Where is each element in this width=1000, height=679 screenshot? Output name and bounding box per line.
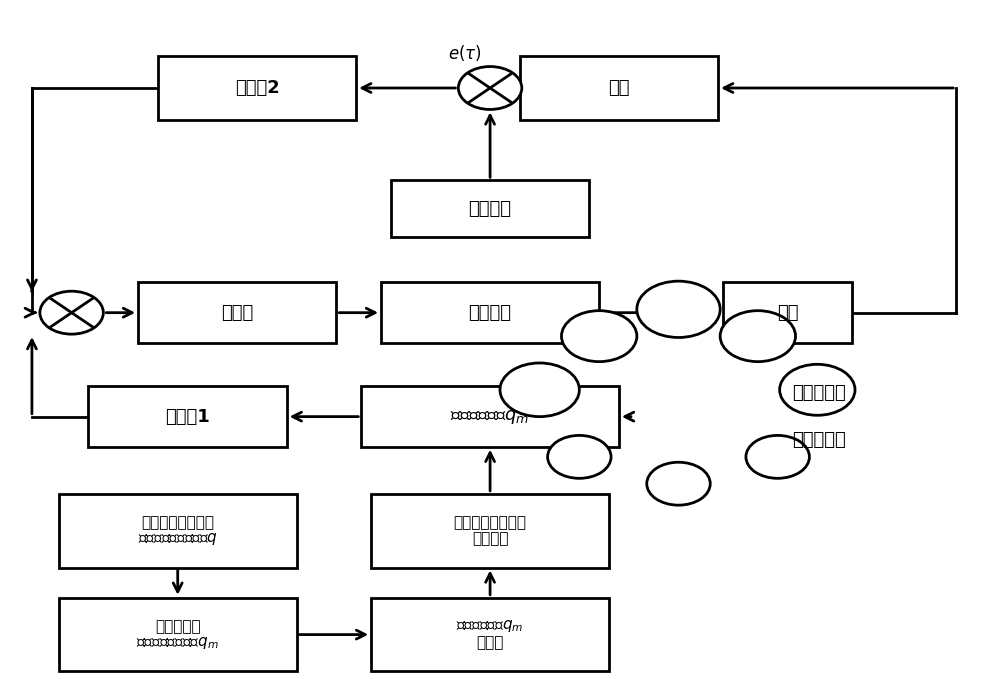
Text: $e(\tau)$: $e(\tau)$ [448,43,482,63]
Text: 神经网络训练获得: 神经网络训练获得 [454,515,527,530]
Ellipse shape [561,311,637,362]
Bar [361,386,619,447]
Bar [158,56,356,120]
Circle shape [458,67,522,109]
Bar [381,282,599,343]
Bar [371,494,609,568]
Ellipse shape [647,462,710,505]
Ellipse shape [780,365,855,416]
Text: 设定温度: 设定温度 [469,200,512,218]
Ellipse shape [637,281,720,337]
Text: 控制器1: 控制器1 [165,407,210,426]
Circle shape [40,291,103,334]
Bar [520,56,718,120]
Bar [723,282,852,343]
Bar [59,598,297,672]
Text: 获取吸热器热流密度$q$: 获取吸热器热流密度$q$ [138,531,218,547]
Bar [391,180,589,237]
Ellipse shape [746,435,809,478]
Text: 有限容积法: 有限容积法 [155,619,201,634]
Text: 输出: 输出 [777,304,798,322]
Text: 获取对应质量流量$q_m$: 获取对应质量流量$q_m$ [136,635,219,651]
Bar [371,598,609,672]
Text: 控制器2: 控制器2 [235,79,279,97]
Text: 蒙特卡罗光线追踪: 蒙特卡罗光线追踪 [141,515,214,530]
Bar [138,282,336,343]
Text: 太阳能扰动: 太阳能扰动 [793,431,846,449]
Bar [88,386,287,447]
Text: 不同工况下的$q_m$: 不同工况下的$q_m$ [456,618,524,634]
Text: 数据库: 数据库 [476,636,504,650]
Text: 前馈控制预测$q_m$: 前馈控制预测$q_m$ [450,407,530,426]
Ellipse shape [500,363,579,417]
Text: 反馈: 反馈 [608,79,630,97]
Ellipse shape [720,311,796,362]
Bar [59,494,297,568]
Text: 预测模型: 预测模型 [472,532,508,547]
Text: 云层带来的: 云层带来的 [793,384,846,402]
Text: 执行器: 执行器 [221,304,253,322]
Text: 目标系统: 目标系统 [469,304,512,322]
Ellipse shape [548,435,611,478]
